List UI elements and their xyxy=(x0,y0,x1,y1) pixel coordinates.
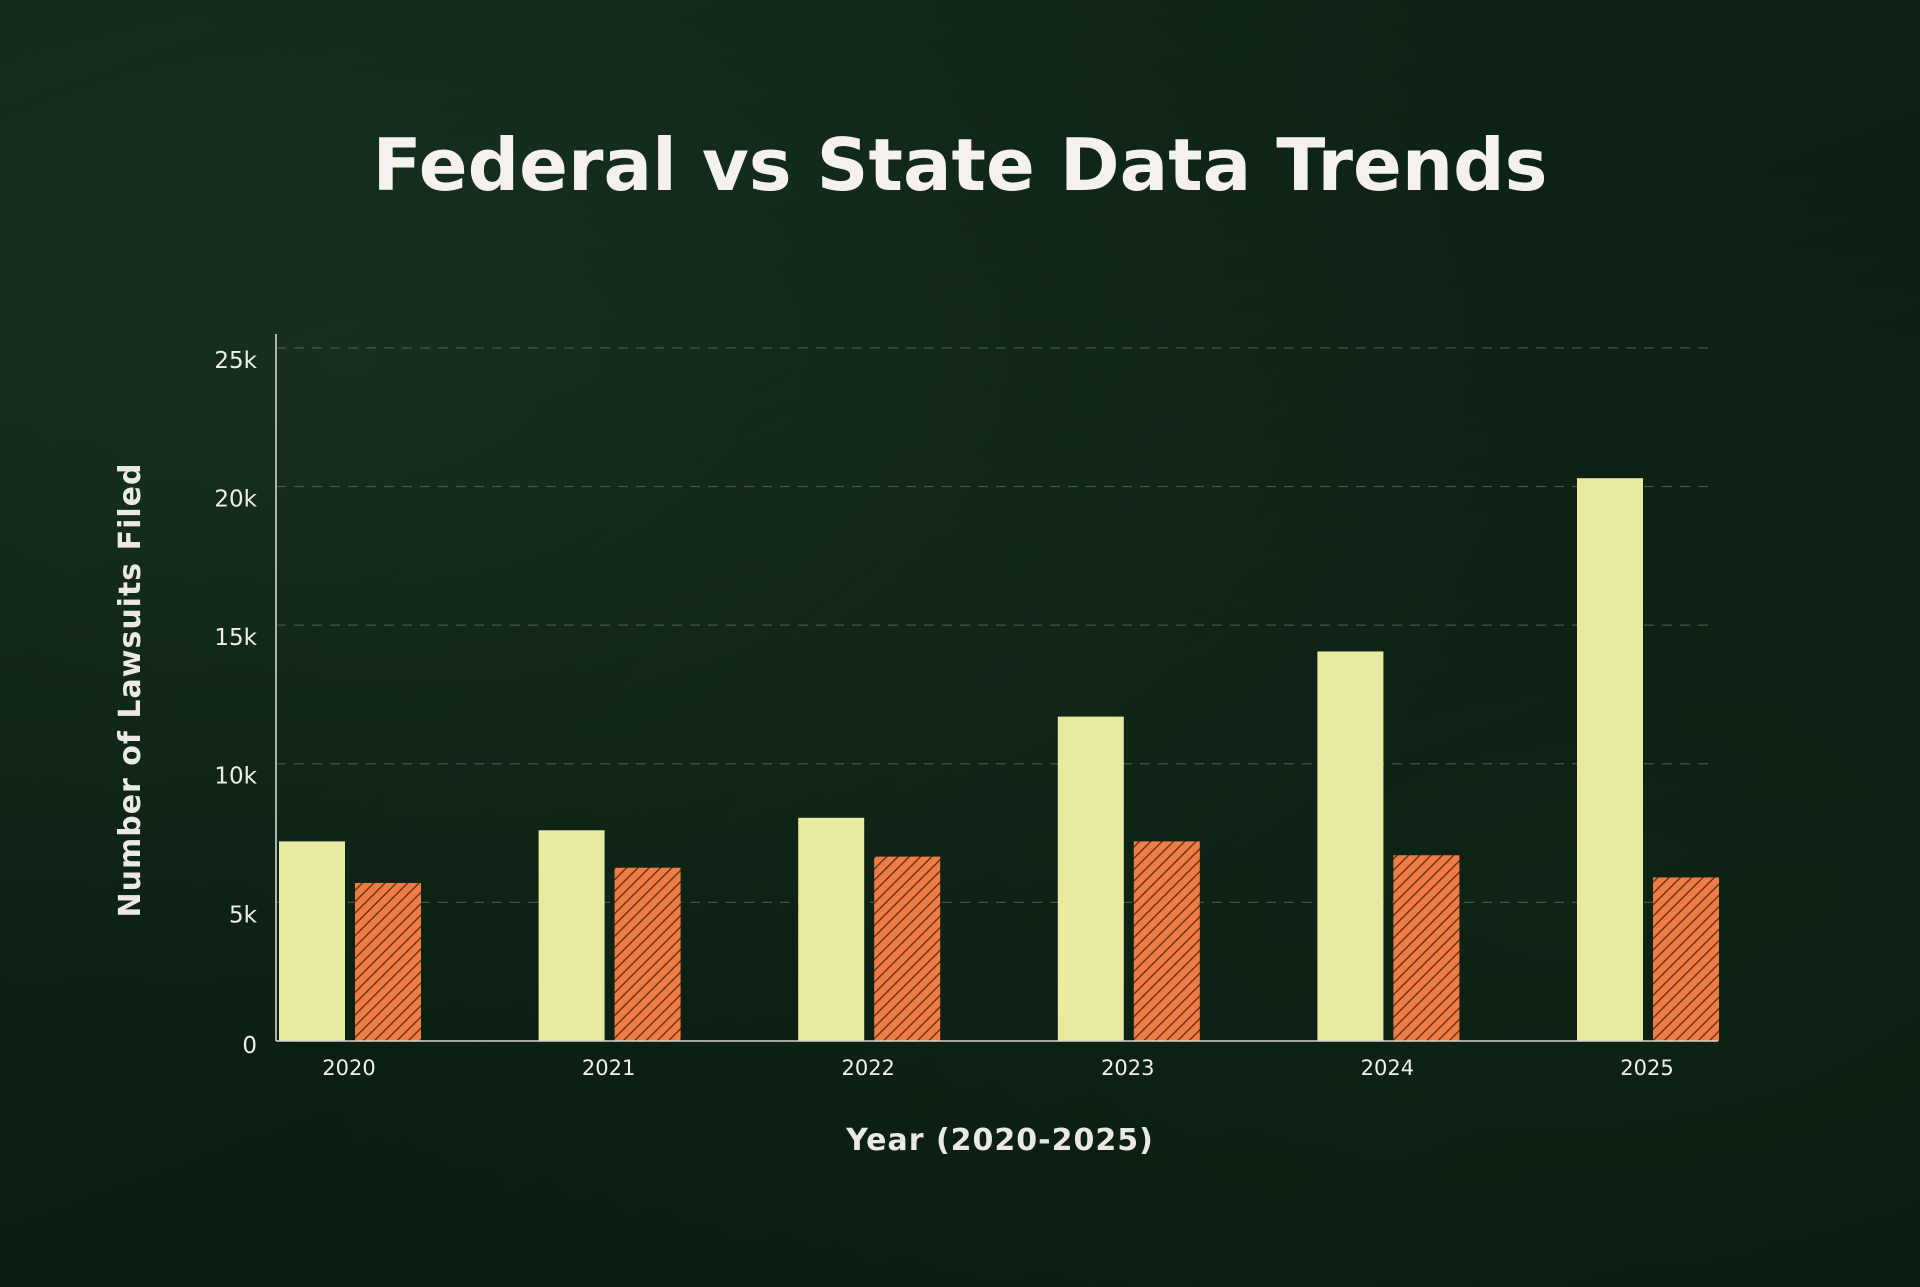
chart-title: Federal vs State Data Trends xyxy=(373,123,1548,207)
y-tick-labels: 0 5k 10k 15k 20k 25k xyxy=(214,348,257,1059)
federal-bar-2020 xyxy=(279,841,345,1041)
federal-bar-2022 xyxy=(798,817,865,1041)
bars xyxy=(279,478,1719,1041)
x-axis-title: Year (2020-2025) xyxy=(845,1123,1154,1158)
x-tick-label: 2023 xyxy=(1101,1056,1154,1080)
federal-bar-2025 xyxy=(1577,478,1643,1041)
grid-lines xyxy=(276,347,1708,903)
federal-bar-2021 xyxy=(538,830,605,1041)
axes xyxy=(275,334,1718,1042)
x-tick-label: 2022 xyxy=(841,1056,894,1080)
x-tick-label: 2025 xyxy=(1620,1056,1673,1080)
state-bar-2020 xyxy=(355,882,421,1041)
federal-bar-2024 xyxy=(1317,651,1384,1041)
y-tick-label: 20k xyxy=(214,486,257,512)
y-tick-label: 25k xyxy=(214,348,257,374)
y-tick-label: 5k xyxy=(229,902,258,928)
state-bar-2024 xyxy=(1393,855,1460,1041)
federal-bar-2023 xyxy=(1057,716,1124,1041)
state-bar-2025 xyxy=(1653,877,1719,1041)
y-tick-label: 10k xyxy=(214,764,257,790)
state-bar-2022 xyxy=(874,856,941,1041)
x-tick-labels: 2020 2021 2022 2023 2024 2025 xyxy=(322,1056,1673,1080)
state-bar-2021 xyxy=(614,867,681,1041)
x-tick-label: 2024 xyxy=(1361,1056,1414,1080)
x-tick-label: 2021 xyxy=(582,1056,635,1080)
x-tick-label: 2020 xyxy=(322,1056,375,1080)
state-bar-2023 xyxy=(1133,841,1200,1041)
y-tick-label: 15k xyxy=(214,625,257,651)
y-tick-label: 0 xyxy=(242,1033,257,1059)
y-axis-title: Number of Lawsuits Filed xyxy=(113,463,148,918)
